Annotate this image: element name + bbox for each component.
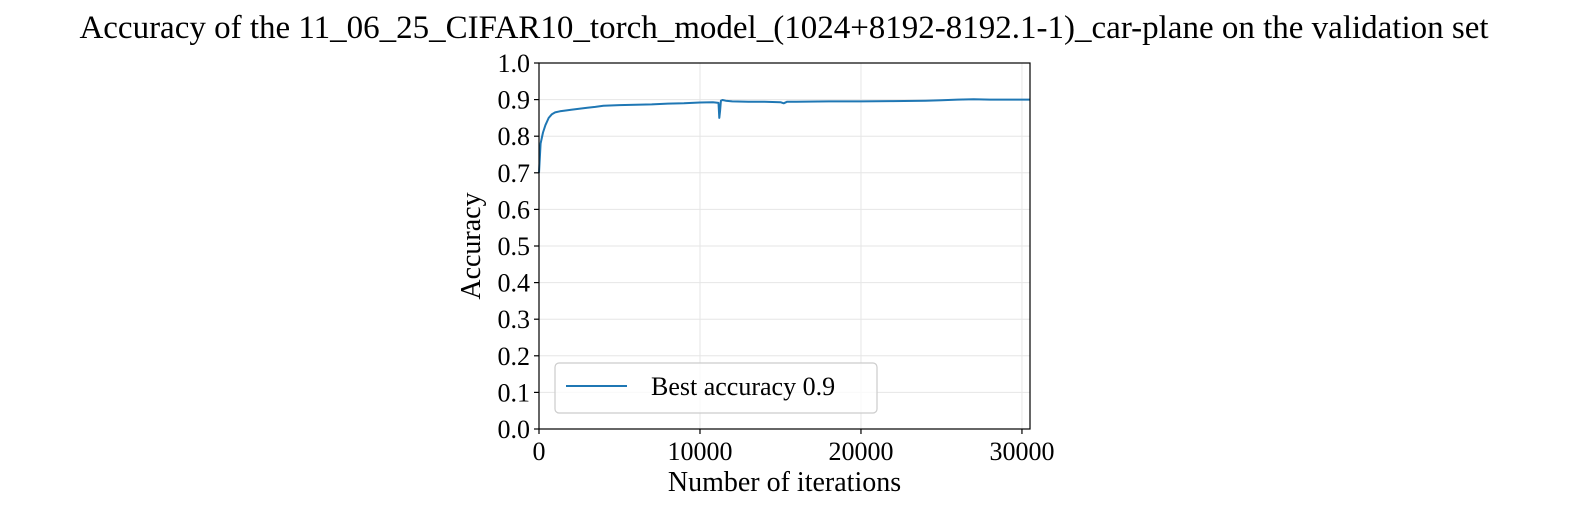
y-tick-label: 0.4 bbox=[498, 269, 531, 298]
y-tick-label: 0.6 bbox=[498, 195, 531, 224]
x-axis-label: Number of iterations bbox=[668, 467, 901, 498]
y-tick-label: 0.2 bbox=[498, 342, 531, 371]
chart-title: Accuracy of the 11_06_25_CIFAR10_torch_m… bbox=[79, 10, 1488, 46]
legend-box bbox=[554, 362, 878, 414]
y-tick-label: 1.0 bbox=[498, 49, 531, 78]
series-layer bbox=[538, 98, 1030, 173]
series-line bbox=[538, 98, 1030, 173]
y-tick-label: 0.0 bbox=[498, 415, 531, 444]
legend-label: Best accuracy 0.9 bbox=[651, 372, 835, 401]
y-tick-label: 0.5 bbox=[498, 232, 531, 261]
y-tick-label: 0.3 bbox=[498, 305, 531, 334]
x-tick-label: 30000 bbox=[989, 437, 1054, 466]
x-tick-label: 20000 bbox=[828, 437, 893, 466]
tick-layer: 0.0 0.1 0.2 0.3 0.4 0.5 0.6 0.7 0.8 0.9 1.0 0 10000 2… bbox=[498, 49, 1055, 466]
y-tick-label: 0.9 bbox=[498, 86, 531, 115]
x-tick-label: 0 bbox=[533, 437, 546, 466]
y-tick-label: 0.7 bbox=[498, 159, 531, 188]
y-tick-label: 0.8 bbox=[498, 122, 531, 151]
x-tick-label: 10000 bbox=[667, 437, 732, 466]
y-axis-label: Accuracy bbox=[456, 192, 487, 299]
y-tick-label: 0.1 bbox=[498, 378, 531, 407]
legend: Best accuracy 0.9 bbox=[554, 362, 878, 414]
